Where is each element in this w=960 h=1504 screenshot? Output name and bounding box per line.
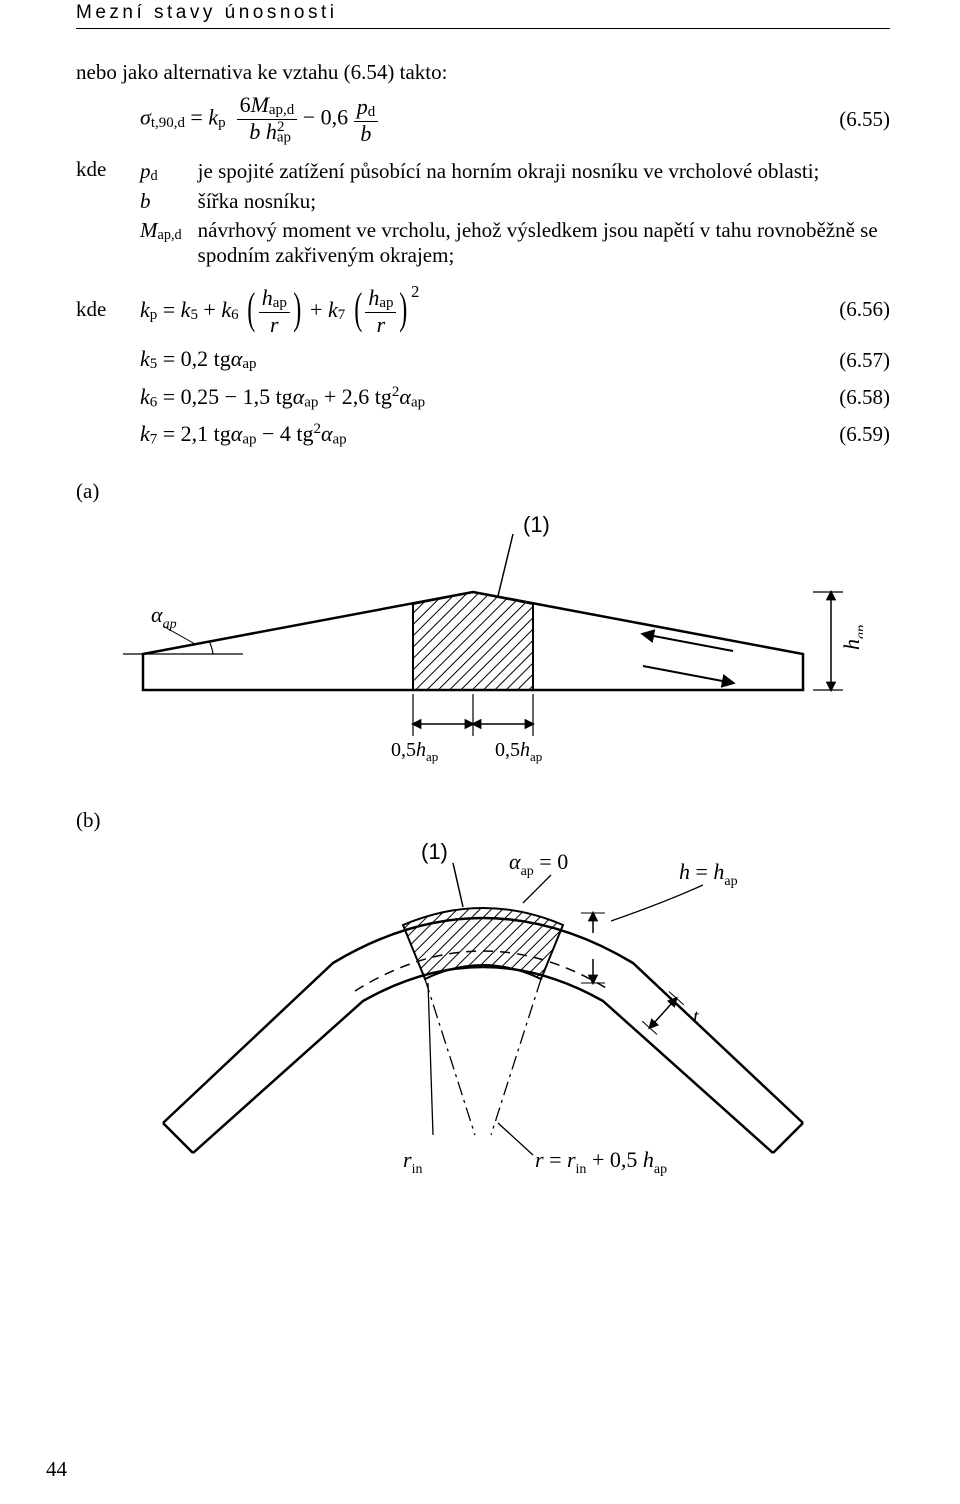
equation-6-56: kde kp = k5 + k6 (hapr) + k7 (hapr)2 (6.…	[76, 282, 890, 337]
eqnum-6-57: (6.57)	[839, 348, 890, 373]
fig-a-ref-1: (1)	[523, 512, 550, 537]
eqnum-6-55: (6.55)	[839, 107, 890, 132]
figure-a-svg: (1) αap hap 0,5hap 0,5hap	[103, 504, 863, 774]
where-block-1: kde pdje spojité zatížení působící na ho…	[76, 157, 890, 270]
svg-text:(1): (1)	[421, 839, 448, 864]
figure-b: (b) (1) αap = 0	[76, 808, 890, 1193]
eqnum-6-58: (6.58)	[839, 385, 890, 410]
where-sym-pd: pd	[140, 157, 198, 187]
svg-text:hap: hap	[839, 625, 863, 650]
svg-text:αap = 0: αap = 0	[509, 849, 568, 879]
svg-text:αap: αap	[151, 602, 177, 632]
equation-6-55: σt,90,d = kp 6Map,d b hap2 − 0,6 pd b (6…	[76, 93, 890, 146]
intro-text: nebo jako alternativa ke vztahu (6.54) t…	[76, 57, 890, 87]
eqnum-6-59: (6.59)	[839, 422, 890, 447]
page-header: Mezní stavy únosnosti	[76, 0, 890, 29]
eqnum-6-56: (6.56)	[839, 297, 890, 322]
svg-text:0,5hap: 0,5hap	[495, 739, 542, 764]
sigma: σ	[140, 105, 151, 130]
equation-6-58: k6 = 0,25 − 1,5 tgαap + 2,6 tg2αap (6.58…	[76, 384, 890, 411]
svg-text:r = rin + 0,5 hap: r = rin + 0,5 hap	[535, 1147, 667, 1177]
svg-text:h = hap: h = hap	[679, 859, 738, 889]
equation-6-57: k5 = 0,2 tgαap (6.57)	[76, 346, 890, 373]
figure-a: (a) (1) αap	[76, 479, 890, 774]
svg-text:0,5hap: 0,5hap	[391, 739, 438, 764]
where-sym-mapd: Map,d	[140, 216, 198, 270]
page-number: 44	[46, 1457, 67, 1482]
equation-6-59: k7 = 2,1 tgαap − 4 tg2αap (6.59)	[76, 421, 890, 448]
where-sym-b: b	[140, 187, 198, 216]
svg-text:rin: rin	[403, 1147, 422, 1177]
svg-text:t: t	[693, 1006, 699, 1028]
figure-b-svg: (1) αap = 0 h = hap t rin r = rin + 0,5 …	[103, 833, 863, 1193]
